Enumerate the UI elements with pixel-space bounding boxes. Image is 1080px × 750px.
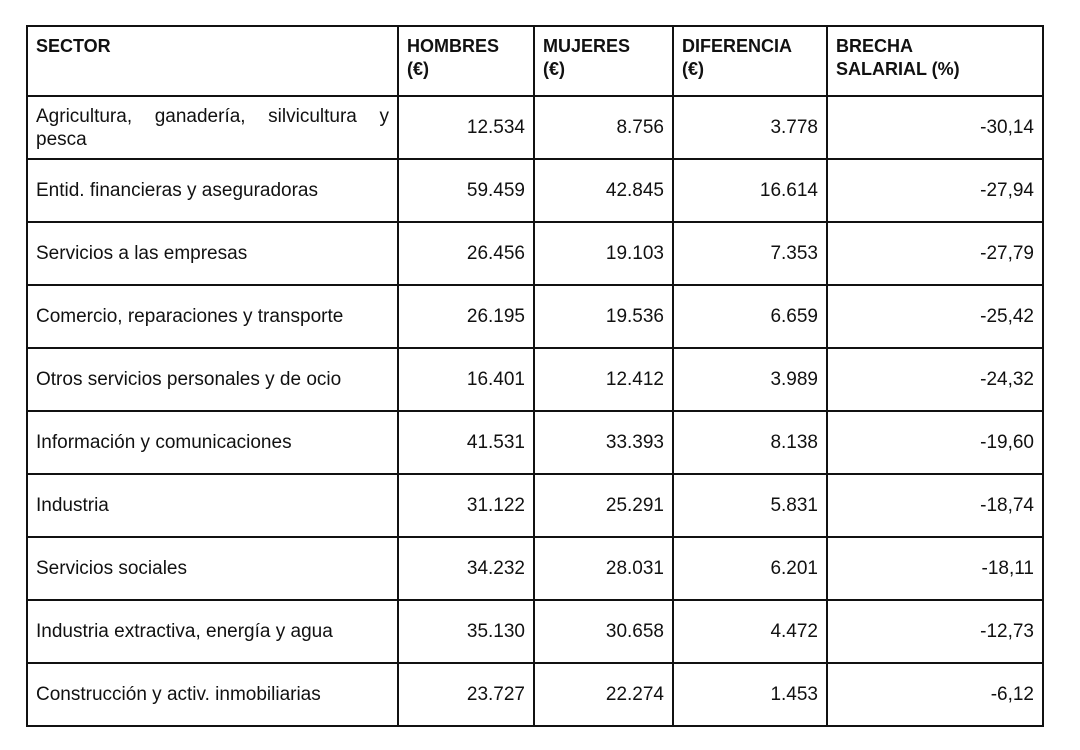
value-cell: 26.456 <box>397 221 535 286</box>
header-text: MUJERES <box>543 36 631 56</box>
value-cell: 8.756 <box>533 95 674 160</box>
sector-cell: Entid. financieras y aseguradoras <box>26 158 399 223</box>
value-cell: 12.412 <box>533 347 674 412</box>
sector-cell: Industria extractiva, energía y agua <box>26 599 399 664</box>
table-row: Servicios sociales 34.232 28.031 6.201 -18,1… <box>26 536 1044 601</box>
value-cell: -18,11 <box>826 536 1044 601</box>
salary-gap-table: SECTOR HOMBRES (€) MUJERES (€) DIFERENCIA (€) B… <box>26 25 1044 727</box>
table-row: Servicios a las empresas 26.456 19.103 7.35… <box>26 221 1044 286</box>
value-cell: 3.778 <box>672 95 828 160</box>
table-row: Construcción y activ. inmobiliarias 23.72… <box>26 662 1044 727</box>
sector-cell: Agricultura, ganadería, silvicultura y p… <box>26 95 399 160</box>
header-text: SECTOR <box>36 36 111 56</box>
value-cell: 6.659 <box>672 284 828 349</box>
value-cell: 19.103 <box>533 221 674 286</box>
value-cell: 30.658 <box>533 599 674 664</box>
value-cell: 23.727 <box>397 662 535 727</box>
header-text: (€) <box>682 59 704 79</box>
value-cell: -12,73 <box>826 599 1044 664</box>
header-cell: SECTOR <box>26 25 399 97</box>
value-cell: 3.989 <box>672 347 828 412</box>
header-cell: DIFERENCIA (€) <box>672 25 828 97</box>
sector-cell: Servicios sociales <box>26 536 399 601</box>
table-row: Agricultura, ganadería, silvicultura y p… <box>26 95 1044 160</box>
table-row: Información y comunicaciones 41.531 33.393… <box>26 410 1044 475</box>
value-cell: 41.531 <box>397 410 535 475</box>
value-cell: -25,42 <box>826 284 1044 349</box>
value-cell: -27,79 <box>826 221 1044 286</box>
sector-cell: Servicios a las empresas <box>26 221 399 286</box>
table-body: Agricultura, ganadería, silvicultura y p… <box>26 95 1044 727</box>
value-cell: 12.534 <box>397 95 535 160</box>
value-cell: -27,94 <box>826 158 1044 223</box>
table-row: Comercio, reparaciones y transporte 26.19… <box>26 284 1044 349</box>
sector-cell: Información y comunicaciones <box>26 410 399 475</box>
value-cell: 4.472 <box>672 599 828 664</box>
table-row: Otros servicios personales y de ocio 16.4… <box>26 347 1044 412</box>
value-cell: 59.459 <box>397 158 535 223</box>
value-cell: 16.614 <box>672 158 828 223</box>
sector-cell: Comercio, reparaciones y transporte <box>26 284 399 349</box>
table-container: SECTOR HOMBRES (€) MUJERES (€) DIFERENCIA (€) B… <box>26 25 1044 727</box>
value-cell: -19,60 <box>826 410 1044 475</box>
header-cell: BRECHA SALARIAL (%) <box>826 25 1044 97</box>
value-cell: 19.536 <box>533 284 674 349</box>
value-cell: 35.130 <box>397 599 535 664</box>
value-cell: 6.201 <box>672 536 828 601</box>
header-text: SALARIAL (%) <box>836 59 960 79</box>
header-text: (€) <box>407 59 429 79</box>
table-row: Industria 31.122 25.291 5.831 -18,74 <box>26 473 1044 538</box>
header-cell: HOMBRES (€) <box>397 25 535 97</box>
value-cell: 16.401 <box>397 347 535 412</box>
value-cell: 8.138 <box>672 410 828 475</box>
value-cell: 42.845 <box>533 158 674 223</box>
header-text: HOMBRES <box>407 36 500 56</box>
value-cell: -24,32 <box>826 347 1044 412</box>
value-cell: 34.232 <box>397 536 535 601</box>
header-text: (€) <box>543 59 565 79</box>
table-row: Entid. financieras y aseguradoras 59.459 4… <box>26 158 1044 223</box>
value-cell: 5.831 <box>672 473 828 538</box>
value-cell: 28.031 <box>533 536 674 601</box>
value-cell: -18,74 <box>826 473 1044 538</box>
value-cell: -30,14 <box>826 95 1044 160</box>
value-cell: 26.195 <box>397 284 535 349</box>
header-row: SECTOR HOMBRES (€) MUJERES (€) DIFERENCIA (€) B… <box>26 25 1044 97</box>
value-cell: 31.122 <box>397 473 535 538</box>
value-cell: 22.274 <box>533 662 674 727</box>
header-text: BRECHA <box>836 36 914 56</box>
table-row: Industria extractiva, energía y agua 35.1… <box>26 599 1044 664</box>
value-cell: 25.291 <box>533 473 674 538</box>
value-cell: 1.453 <box>672 662 828 727</box>
header-cell: MUJERES (€) <box>533 25 674 97</box>
header-text: DIFERENCIA <box>682 36 793 56</box>
value-cell: 33.393 <box>533 410 674 475</box>
sector-cell: Construcción y activ. inmobiliarias <box>26 662 399 727</box>
value-cell: -6,12 <box>826 662 1044 727</box>
value-cell: 7.353 <box>672 221 828 286</box>
sector-cell: Industria <box>26 473 399 538</box>
sector-cell: Otros servicios personales y de ocio <box>26 347 399 412</box>
